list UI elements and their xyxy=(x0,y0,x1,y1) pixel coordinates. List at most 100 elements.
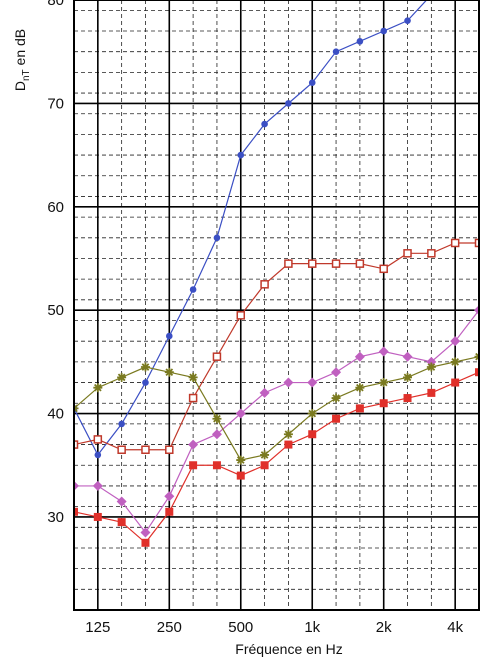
y-tick-label: 30 xyxy=(47,509,64,526)
data-point xyxy=(427,249,436,258)
series-layer xyxy=(74,0,479,547)
data-point xyxy=(403,249,412,258)
data-point xyxy=(378,346,389,357)
data-point xyxy=(426,362,436,372)
data-point xyxy=(404,17,411,24)
data-point xyxy=(284,259,293,268)
data-point xyxy=(116,496,127,507)
data-point xyxy=(188,439,199,450)
series-4 xyxy=(74,352,479,465)
data-point xyxy=(141,445,150,454)
x-tick-label: 4k xyxy=(447,619,463,636)
y-axis-title-main: D xyxy=(12,81,28,91)
data-point xyxy=(283,377,294,388)
data-point xyxy=(308,79,316,87)
data-point xyxy=(403,372,413,382)
x-axis-title: Fréquence en Hz xyxy=(235,641,342,657)
y-axis-title-rest: en dB xyxy=(12,29,28,69)
data-point xyxy=(212,461,221,470)
data-point xyxy=(259,387,270,398)
series-5 xyxy=(74,368,479,547)
y-axis-title-sub: nT xyxy=(21,69,32,81)
data-point xyxy=(74,440,79,449)
data-point xyxy=(164,491,175,502)
data-point xyxy=(332,48,340,55)
y-tick-label: 50 xyxy=(47,302,64,319)
data-point xyxy=(213,234,221,242)
data-point xyxy=(94,451,102,459)
data-point xyxy=(355,383,365,393)
y-axis-title: DnT en dB xyxy=(12,29,32,91)
data-point xyxy=(474,305,479,316)
y-tick-label: 60 xyxy=(47,199,64,216)
data-point xyxy=(307,377,318,388)
data-point xyxy=(260,280,269,289)
y-tick-label: 70 xyxy=(47,95,64,112)
data-point xyxy=(427,388,436,397)
data-point xyxy=(283,429,293,439)
data-point xyxy=(475,368,479,377)
data-point xyxy=(379,399,388,408)
data-point xyxy=(140,362,150,372)
data-point xyxy=(307,409,317,419)
data-point xyxy=(331,393,341,403)
x-tick-label: 1k xyxy=(304,619,320,636)
data-point xyxy=(474,238,479,248)
major-grid xyxy=(74,0,479,610)
y-tick-label: 40 xyxy=(47,406,64,423)
data-point xyxy=(379,378,389,388)
data-point xyxy=(212,352,222,361)
data-point xyxy=(450,238,460,248)
data-point xyxy=(402,351,413,362)
data-point xyxy=(331,367,342,378)
y-tick-label: 80 xyxy=(47,0,64,9)
data-point xyxy=(211,429,222,440)
data-point xyxy=(355,259,365,268)
x-tick-label: 125 xyxy=(85,619,110,636)
data-point xyxy=(260,461,269,470)
data-point xyxy=(92,480,103,491)
data-point xyxy=(188,372,198,382)
series-line xyxy=(74,309,479,534)
series-3 xyxy=(74,305,479,538)
series-line xyxy=(74,242,479,451)
data-point xyxy=(188,393,198,403)
x-tick-label: 2k xyxy=(376,619,392,636)
data-point xyxy=(117,518,126,527)
data-point xyxy=(93,383,103,393)
data-point xyxy=(74,507,78,516)
series-line xyxy=(74,0,428,457)
data-point xyxy=(93,435,103,444)
data-point xyxy=(189,461,198,470)
data-point xyxy=(117,372,127,382)
data-point xyxy=(451,378,460,387)
data-point xyxy=(236,311,246,320)
y-tick-labels: 30 40 50 60 70 80 xyxy=(47,0,64,526)
data-point xyxy=(165,445,174,454)
data-point xyxy=(261,120,268,128)
data-point xyxy=(450,357,460,367)
data-point xyxy=(380,27,388,35)
data-point xyxy=(307,259,317,268)
data-point xyxy=(450,336,461,347)
data-point xyxy=(355,404,364,413)
data-point xyxy=(74,480,79,491)
data-point xyxy=(236,455,246,465)
data-point xyxy=(165,507,174,516)
data-point xyxy=(117,445,126,454)
data-point xyxy=(260,450,270,460)
data-point xyxy=(379,264,388,274)
x-tick-labels: 125 250 500 1k 2k 4k xyxy=(85,619,463,636)
series-1 xyxy=(74,0,428,459)
data-point xyxy=(165,332,173,340)
data-point xyxy=(212,414,222,424)
series-line xyxy=(74,356,479,461)
x-tick-label: 250 xyxy=(157,619,182,636)
data-point xyxy=(285,100,292,107)
data-point xyxy=(93,512,102,521)
data-point xyxy=(237,151,245,159)
data-point xyxy=(140,527,151,538)
data-point xyxy=(235,408,246,419)
data-point xyxy=(189,286,197,293)
data-point xyxy=(141,538,150,547)
